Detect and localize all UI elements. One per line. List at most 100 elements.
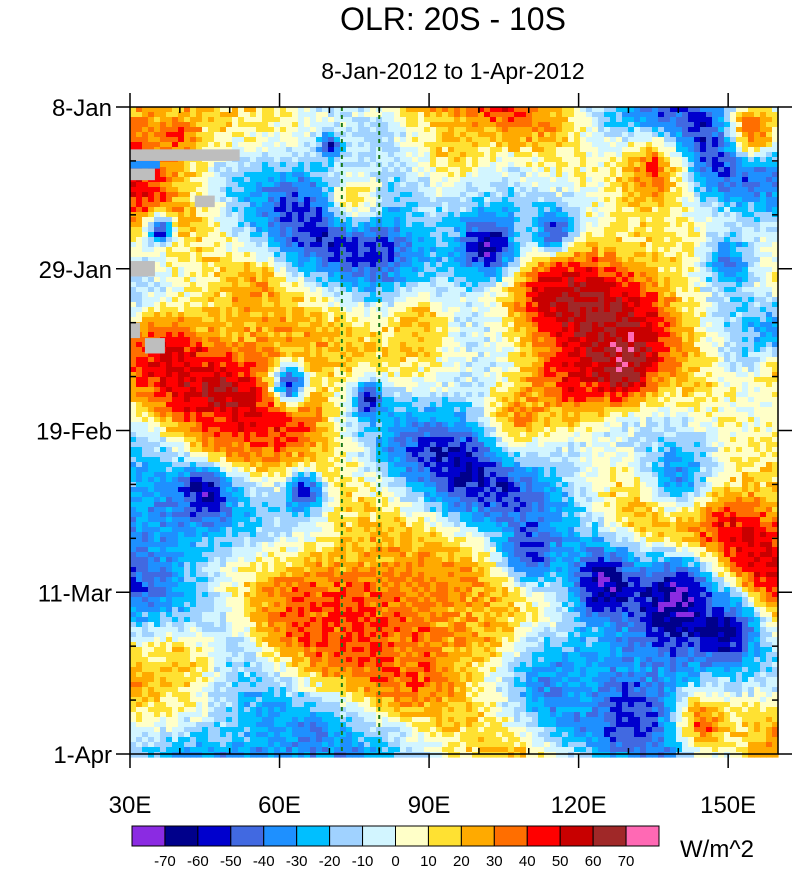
heatmap-cell <box>682 107 689 113</box>
heatmap-cell <box>340 147 347 153</box>
heatmap-cell <box>694 142 701 148</box>
heatmap-cell <box>610 267 617 273</box>
heatmap-cell <box>610 212 617 218</box>
heatmap-cell <box>304 112 311 118</box>
heatmap-cell <box>544 292 551 298</box>
heatmap-cell <box>394 122 401 128</box>
heatmap-cell <box>202 167 209 173</box>
heatmap-cell <box>184 182 191 188</box>
heatmap-cell <box>682 162 689 168</box>
heatmap-cell <box>214 207 221 213</box>
heatmap-cell <box>310 212 317 218</box>
heatmap-cell <box>250 327 257 333</box>
heatmap-cell <box>232 177 239 183</box>
heatmap-cell <box>166 107 173 113</box>
heatmap-cell <box>220 237 227 243</box>
heatmap-cell <box>598 207 605 213</box>
heatmap-cell <box>244 157 251 163</box>
heatmap-cell <box>190 222 197 228</box>
heatmap-cell <box>448 207 455 213</box>
heatmap-cell <box>322 212 329 218</box>
heatmap-cell <box>556 287 563 293</box>
heatmap-cell <box>610 317 617 323</box>
heatmap-cell <box>568 237 575 243</box>
heatmap-cell <box>334 177 341 183</box>
heatmap-cell <box>550 142 557 148</box>
heatmap-cell <box>742 202 749 208</box>
heatmap-cell <box>268 262 275 268</box>
heatmap-cell <box>646 142 653 148</box>
heatmap-cell <box>424 247 431 253</box>
heatmap-cell <box>496 142 503 148</box>
heatmap-cell <box>376 317 383 323</box>
heatmap-cell <box>748 287 755 293</box>
heatmap-cell <box>310 282 317 288</box>
heatmap-cell <box>322 247 329 253</box>
heatmap-cell <box>478 332 485 338</box>
heatmap-cell <box>190 167 197 173</box>
heatmap-cell <box>460 222 467 228</box>
heatmap-cell <box>226 222 233 228</box>
heatmap-cell <box>580 267 587 273</box>
heatmap-cell <box>568 137 575 143</box>
heatmap-cell <box>658 322 665 328</box>
heatmap-cell <box>472 257 479 263</box>
heatmap-cell <box>742 172 749 178</box>
heatmap-cell <box>370 157 377 163</box>
heatmap-cell <box>196 112 203 118</box>
heatmap-cell <box>178 167 185 173</box>
heatmap-cell <box>268 207 275 213</box>
heatmap-cell <box>340 247 347 253</box>
heatmap-cell <box>748 112 755 118</box>
heatmap-cell <box>454 242 461 248</box>
heatmap-cell <box>586 187 593 193</box>
heatmap-cell <box>694 202 701 208</box>
heatmap-cell <box>358 212 365 218</box>
heatmap-cell <box>460 182 467 188</box>
heatmap-cell <box>640 267 647 273</box>
heatmap-cell <box>184 197 191 203</box>
heatmap-cell <box>436 142 443 148</box>
heatmap-cell <box>328 172 335 178</box>
heatmap-cell <box>508 107 515 113</box>
heatmap-cell <box>244 222 251 228</box>
heatmap-cell <box>178 257 185 263</box>
heatmap-cell <box>448 307 455 313</box>
heatmap-cell <box>736 312 743 318</box>
heatmap-cell <box>388 142 395 148</box>
heatmap-cell <box>610 292 617 298</box>
heatmap-cell <box>730 322 737 328</box>
heatmap-cell <box>502 147 509 153</box>
heatmap-cell <box>760 212 767 218</box>
heatmap-cell <box>220 257 227 263</box>
heatmap-cell <box>304 212 311 218</box>
heatmap-cell <box>406 157 413 163</box>
heatmap-cell <box>574 307 581 313</box>
heatmap-cell <box>646 162 653 168</box>
heatmap-cell <box>478 297 485 303</box>
heatmap-cell <box>418 107 425 113</box>
heatmap-cell <box>310 127 317 133</box>
heatmap-cell <box>490 297 497 303</box>
heatmap-cell <box>388 197 395 203</box>
heatmap-cell <box>562 192 569 198</box>
heatmap-cell <box>460 157 467 163</box>
heatmap-cell <box>394 277 401 283</box>
heatmap-cell <box>406 202 413 208</box>
heatmap-cell <box>568 222 575 228</box>
heatmap-cell <box>640 127 647 133</box>
heatmap-cell <box>298 227 305 233</box>
heatmap-cell <box>322 162 329 168</box>
heatmap-cell <box>592 232 599 238</box>
heatmap-cell <box>574 292 581 298</box>
heatmap-cell <box>544 247 551 253</box>
heatmap-cell <box>238 277 245 283</box>
heatmap-cell <box>526 207 533 213</box>
heatmap-cell <box>580 292 587 298</box>
heatmap-cell <box>280 332 287 338</box>
heatmap-cell <box>532 112 539 118</box>
heatmap-cell <box>226 267 233 273</box>
heatmap-cell <box>628 317 635 323</box>
heatmap-cell <box>706 312 713 318</box>
heatmap-cell <box>712 262 719 268</box>
